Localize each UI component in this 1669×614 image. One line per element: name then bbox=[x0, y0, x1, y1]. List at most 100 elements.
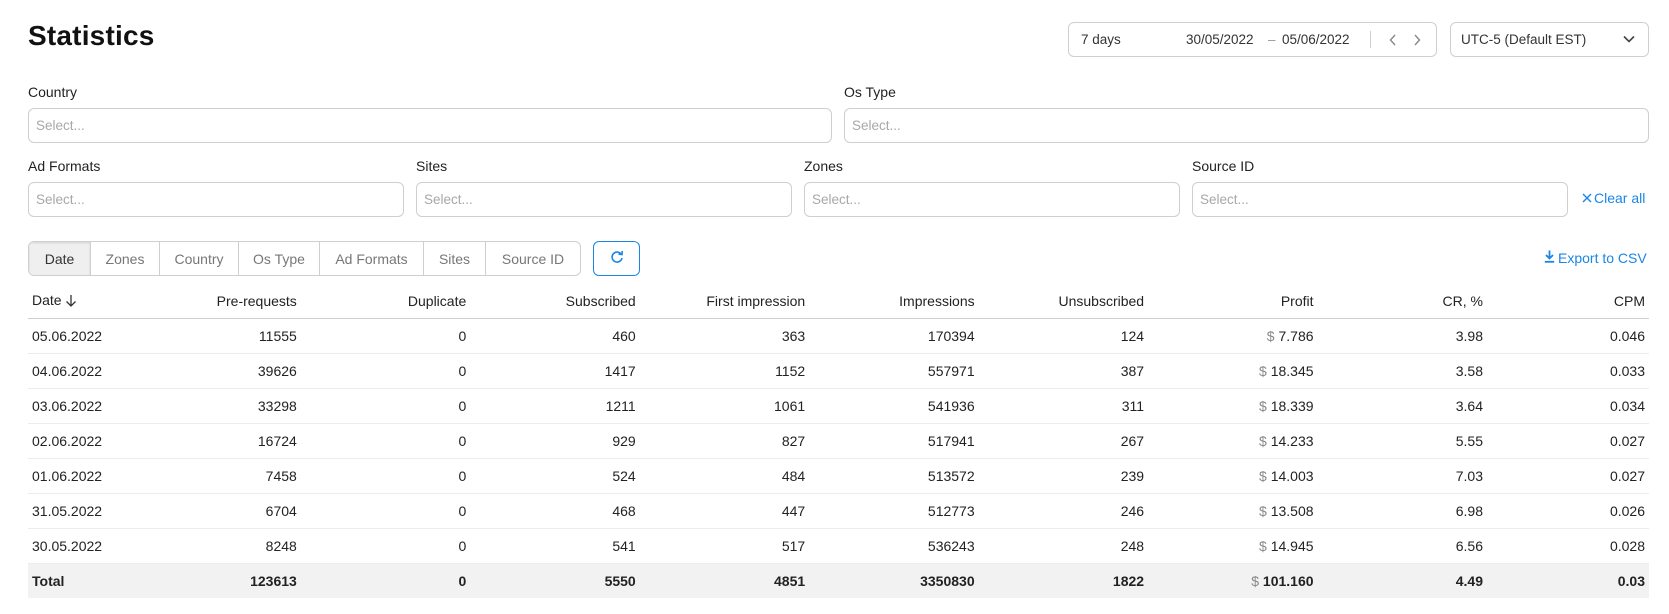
cell-first-impression: 1152 bbox=[639, 353, 810, 389]
os-type-select[interactable]: Select... bbox=[844, 108, 1649, 143]
profit-value: 18.345 bbox=[1270, 362, 1314, 379]
cell-profit: $ 13.508 bbox=[1148, 493, 1318, 529]
chevron-down-icon bbox=[1622, 32, 1636, 49]
column-header-subscribed[interactable]: Subscribed bbox=[470, 284, 640, 319]
currency-symbol: $ bbox=[1259, 432, 1267, 449]
cell-pre-requests: 39626 bbox=[132, 353, 301, 389]
cell-cr: 7.03 bbox=[1317, 458, 1487, 494]
timezone-value: UTC-5 (Default EST) bbox=[1461, 32, 1587, 47]
cell-unsubscribed: 311 bbox=[978, 388, 1149, 424]
cell-cr: 3.64 bbox=[1317, 388, 1487, 424]
column-header-first-impression[interactable]: First impression bbox=[639, 284, 810, 319]
statistics-table: Date Pre-requests Duplicate Subscribed F… bbox=[28, 284, 1649, 598]
column-header-duplicate[interactable]: Duplicate bbox=[300, 284, 471, 319]
cell-duplicate: 0 bbox=[300, 493, 471, 529]
cell-duplicate: 0 bbox=[300, 388, 471, 424]
chevron-left-icon[interactable] bbox=[1383, 29, 1403, 51]
page-title: Statistics bbox=[28, 20, 155, 51]
column-header-impressions[interactable]: Impressions bbox=[809, 284, 979, 319]
refresh-button[interactable] bbox=[593, 241, 640, 276]
cell-date: Total bbox=[28, 563, 133, 598]
profit-value: 14.003 bbox=[1270, 467, 1314, 484]
tab-country[interactable]: Country bbox=[160, 242, 239, 275]
table-row: 03.06.2022 33298 0 1211 1061 541936 311 $ 18.33… bbox=[28, 388, 1649, 424]
currency-symbol: $ bbox=[1266, 327, 1275, 344]
cell-pre-requests: 6704 bbox=[132, 493, 301, 529]
tab-date[interactable]: Date bbox=[29, 242, 91, 275]
export-csv-label: Export to CSV bbox=[1558, 250, 1647, 266]
cell-subscribed: 524 bbox=[470, 458, 640, 494]
profit-value: 14.945 bbox=[1270, 537, 1314, 554]
cell-subscribed: 5550 bbox=[470, 563, 640, 598]
cell-date: 03.06.2022 bbox=[28, 388, 133, 424]
cell-profit: $ 14.233 bbox=[1148, 423, 1318, 459]
cell-first-impression: 1061 bbox=[639, 388, 810, 424]
table-total-row: Total 123613 0 5550 4851 3350830 1822 $ 101.160… bbox=[28, 563, 1649, 598]
profit-value: 101.160 bbox=[1262, 572, 1314, 589]
cell-cpm: 0.026 bbox=[1486, 493, 1649, 529]
cell-subscribed: 929 bbox=[470, 423, 640, 459]
country-select[interactable]: Select... bbox=[28, 108, 832, 143]
zones-select[interactable]: Select... bbox=[804, 182, 1180, 217]
refresh-icon bbox=[610, 250, 624, 267]
cell-unsubscribed: 239 bbox=[978, 458, 1149, 494]
cell-impressions: 557971 bbox=[809, 353, 979, 389]
cell-pre-requests: 11555 bbox=[132, 318, 301, 354]
column-header-date[interactable]: Date bbox=[28, 284, 133, 319]
export-csv-button[interactable]: Export to CSV bbox=[1544, 250, 1647, 266]
sites-select[interactable]: Select... bbox=[416, 182, 792, 217]
cell-profit: $ 7.786 bbox=[1148, 318, 1318, 354]
cell-duplicate: 0 bbox=[300, 423, 471, 459]
cell-cpm: 0.027 bbox=[1486, 458, 1649, 494]
tab-source-id[interactable]: Source ID bbox=[501, 250, 565, 267]
source-id-select[interactable]: Select... bbox=[1192, 182, 1568, 217]
cell-profit: $ 18.345 bbox=[1148, 353, 1318, 389]
country-label: Country bbox=[28, 84, 78, 100]
clear-all-button[interactable]: Clear all bbox=[1582, 190, 1645, 206]
cell-impressions: 541936 bbox=[809, 388, 979, 424]
column-header-profit[interactable]: Profit bbox=[1148, 284, 1318, 319]
table-row: 04.06.2022 39626 0 1417 1152 557971 387 $ 18.34… bbox=[28, 353, 1649, 389]
cell-cr: 3.58 bbox=[1317, 353, 1487, 389]
currency-symbol: $ bbox=[1259, 362, 1267, 379]
cell-duplicate: 0 bbox=[300, 458, 471, 494]
date-from[interactable]: 30/05/2022 bbox=[1186, 32, 1254, 47]
tab-sites[interactable]: Sites bbox=[424, 242, 486, 275]
table-row: 01.06.2022 7458 0 524 484 513572 239 $ 14.003 7.… bbox=[28, 458, 1649, 494]
date-separator: – bbox=[1268, 32, 1276, 47]
cell-unsubscribed: 387 bbox=[978, 353, 1149, 389]
tab-zones[interactable]: Zones bbox=[91, 242, 160, 275]
column-header-unsubscribed[interactable]: Unsubscribed bbox=[978, 284, 1149, 319]
source-id-label: Source ID bbox=[1192, 158, 1255, 174]
currency-symbol: $ bbox=[1259, 467, 1267, 484]
ad-formats-select[interactable]: Select... bbox=[28, 182, 404, 217]
profit-value: 18.339 bbox=[1270, 397, 1314, 414]
column-header-cpm[interactable]: CPM bbox=[1486, 284, 1649, 319]
tab-ad-formats[interactable]: Ad Formats bbox=[320, 242, 424, 275]
arrow-down-icon bbox=[65, 294, 77, 310]
cell-impressions: 170394 bbox=[809, 318, 979, 354]
cell-first-impression: 517 bbox=[639, 528, 810, 564]
cell-date: 02.06.2022 bbox=[28, 423, 133, 459]
tab-os-type[interactable]: Os Type bbox=[239, 242, 320, 275]
cell-profit: $ 101.160 bbox=[1148, 563, 1318, 598]
period-label[interactable]: 7 days bbox=[1081, 32, 1121, 47]
cell-pre-requests: 16724 bbox=[132, 423, 301, 459]
ad-formats-label: Ad Formats bbox=[28, 158, 101, 174]
cell-subscribed: 468 bbox=[470, 493, 640, 529]
cell-subscribed: 1211 bbox=[470, 388, 640, 424]
cell-pre-requests: 7458 bbox=[132, 458, 301, 494]
timezone-select[interactable]: UTC-5 (Default EST) bbox=[1450, 22, 1649, 57]
divider bbox=[1370, 31, 1371, 48]
chevron-right-icon[interactable] bbox=[1407, 29, 1427, 51]
date-to[interactable]: 05/06/2022 bbox=[1282, 32, 1350, 47]
column-header-cr[interactable]: CR, % bbox=[1317, 284, 1487, 319]
os-type-label: Os Type bbox=[844, 84, 896, 100]
cell-profit: $ 14.003 bbox=[1148, 458, 1318, 494]
column-header-pre-requests[interactable]: Pre-requests bbox=[132, 284, 301, 319]
cell-date: 05.06.2022 bbox=[28, 318, 133, 354]
profit-value: 7.786 bbox=[1278, 327, 1314, 344]
download-icon bbox=[1544, 250, 1555, 266]
date-range-picker[interactable]: 7 days 30/05/2022 – 05/06/2022 bbox=[1068, 22, 1437, 57]
cell-cr: 6.98 bbox=[1317, 493, 1487, 529]
